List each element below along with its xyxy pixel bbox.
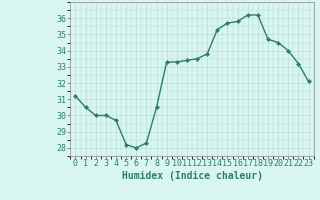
X-axis label: Humidex (Indice chaleur): Humidex (Indice chaleur) [122, 171, 262, 181]
